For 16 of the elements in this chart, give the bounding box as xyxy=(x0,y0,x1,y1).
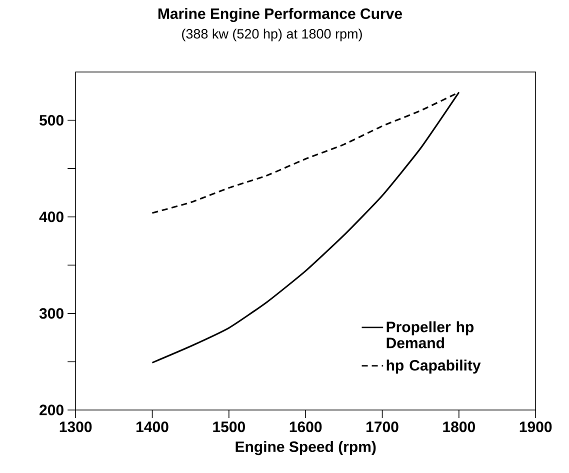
y-tick-label: 300 xyxy=(39,308,64,319)
chart-subtitle: (388 kw (520 hp) at 1800 rpm) xyxy=(182,28,362,42)
x-tick-label: 1400 xyxy=(136,422,168,432)
x-tick-label: 1900 xyxy=(520,422,552,432)
x-tick-label: 1300 xyxy=(60,422,92,432)
y-tick-label: 200 xyxy=(40,404,64,416)
y-tick-label: 500 xyxy=(39,114,64,126)
x-tick-label: 1500 xyxy=(213,422,245,432)
x-tick-label: 1600 xyxy=(290,422,322,432)
y-tick-label: 400 xyxy=(39,212,64,222)
x-tick-label: 1700 xyxy=(366,422,398,432)
chart-title: Marine Engine Performance Curve xyxy=(158,8,402,22)
legend-label: hp Capability xyxy=(386,360,481,374)
x-tick-label: 1800 xyxy=(443,422,475,432)
x-axis-title: Engine Speed (rpm) xyxy=(236,441,376,456)
legend-label: Propeller hp Demand xyxy=(386,321,474,348)
